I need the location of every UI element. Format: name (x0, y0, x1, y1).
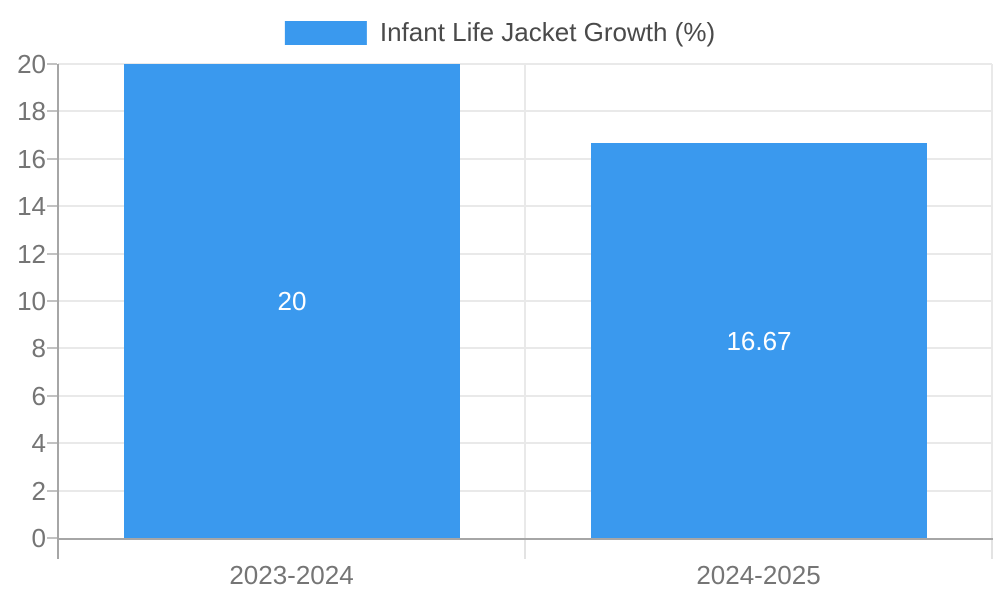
y-axis-tick (47, 300, 57, 302)
x-tick-label: 2023-2024 (229, 560, 354, 590)
y-axis-line (57, 64, 59, 559)
vertical-gridline (991, 64, 993, 538)
horizontal-gridline (58, 63, 992, 65)
y-axis-tick (47, 110, 57, 112)
y-tick-label: 12 (17, 239, 46, 269)
y-axis-tick (47, 442, 57, 444)
y-tick-label: 0 (31, 523, 46, 553)
x-axis-tick (991, 540, 993, 559)
y-axis-tick (47, 537, 57, 539)
y-axis-tick (47, 158, 57, 160)
bar-value-label: 20 (277, 286, 307, 316)
horizontal-gridline (58, 110, 992, 112)
bar[interactable]: 20 (124, 64, 460, 538)
y-axis-tick (47, 490, 57, 492)
y-axis-tick (47, 205, 57, 207)
horizontal-gridline (58, 347, 992, 349)
y-tick-label: 2 (31, 476, 46, 506)
horizontal-gridline (58, 158, 992, 160)
bar-value-label: 16.67 (726, 326, 792, 356)
y-tick-label: 14 (17, 191, 46, 221)
y-tick-label: 8 (31, 333, 46, 363)
y-axis-tick (47, 63, 57, 65)
x-axis-line (57, 538, 993, 540)
y-axis-tick (47, 347, 57, 349)
horizontal-gridline (58, 300, 992, 302)
horizontal-gridline (58, 395, 992, 397)
y-tick-label: 16 (17, 144, 46, 174)
y-tick-label: 18 (17, 96, 46, 126)
plot-area: 20 16.67 (58, 63, 993, 538)
horizontal-gridline (58, 253, 992, 255)
y-tick-label: 6 (31, 381, 46, 411)
horizontal-gridline (58, 442, 992, 444)
horizontal-gridline (58, 205, 992, 207)
y-tick-label: 10 (17, 286, 46, 316)
legend-label: Infant Life Jacket Growth (%) (379, 17, 716, 47)
legend[interactable]: Infant Life Jacket Growth (%) (284, 17, 716, 48)
y-tick-label: 4 (31, 428, 46, 458)
x-tick-label: 2024-2025 (696, 560, 821, 590)
y-tick-label: 20 (17, 49, 46, 79)
y-axis-tick (47, 253, 57, 255)
legend-swatch-icon (284, 20, 367, 45)
bar[interactable]: 16.67 (591, 143, 927, 538)
y-axis-tick (47, 395, 57, 397)
x-axis-tick (524, 540, 526, 559)
horizontal-gridline (58, 490, 992, 492)
